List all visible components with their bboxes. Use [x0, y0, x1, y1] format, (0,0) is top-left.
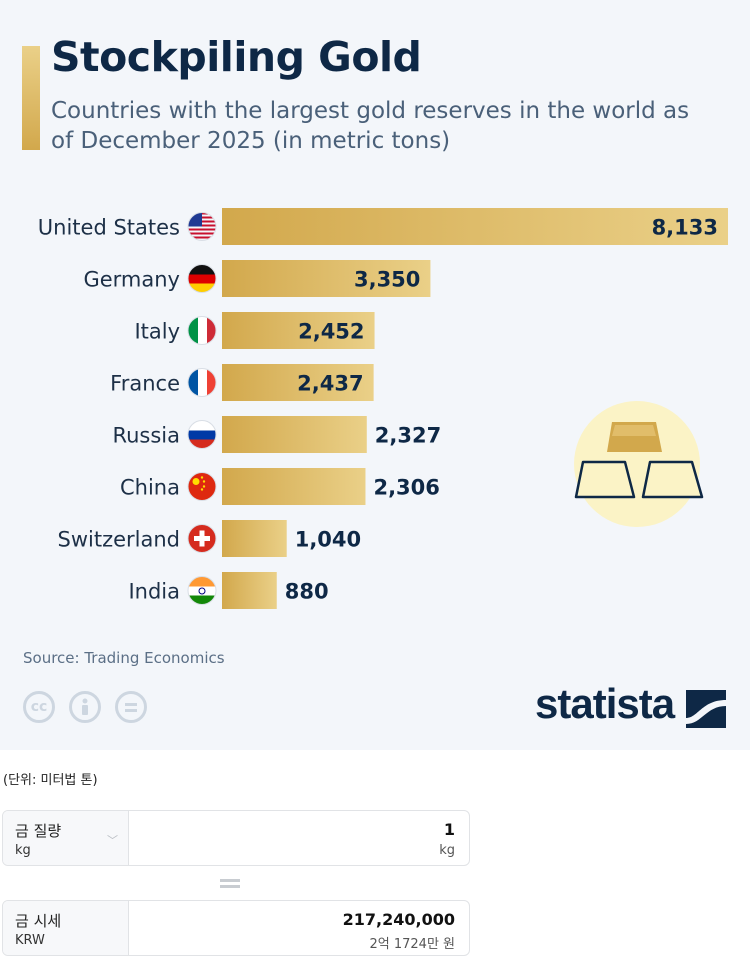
cc-icon[interactable]: cc: [23, 691, 55, 723]
germany-flag-icon: [188, 264, 216, 293]
bar-value-label: 1,040: [295, 528, 361, 552]
price-value[interactable]: 217,240,000: [342, 910, 455, 929]
price-output-row[interactable]: 금 시세 KRW 217,240,000 2억 1724만 원: [2, 900, 470, 956]
bar: [222, 520, 287, 557]
bar: [222, 468, 366, 505]
bar: [222, 572, 277, 609]
gold-bars-illustration: [574, 401, 704, 527]
price-unit-cell: 금 시세 KRW: [3, 901, 129, 955]
bar-value-label: 3,350: [354, 268, 420, 292]
bar-chart: United States 8,133 Germany 3,350 Italy 2,452…: [38, 208, 728, 609]
weight-input-row[interactable]: 금 질량 kg ﹀ 1 kg: [2, 810, 470, 866]
bar: [222, 260, 431, 297]
statista-mark-icon: [686, 690, 726, 728]
us-flag-icon: [188, 212, 216, 239]
france-flag-icon: [188, 368, 216, 397]
category-label: China: [120, 476, 180, 500]
statista-wordmark: statista: [535, 680, 675, 727]
bar: [222, 364, 374, 401]
chevron-down-icon[interactable]: ﹀: [107, 834, 118, 847]
china-flag-icon: [188, 472, 216, 501]
category-label: United States: [38, 216, 180, 240]
bar-value-label: 2,306: [373, 476, 439, 500]
weight-unit-select[interactable]: 금 질량 kg ﹀: [3, 811, 129, 865]
bar: [222, 416, 367, 453]
source-note: Source: Trading Economics: [23, 649, 225, 667]
equals-icon: [220, 879, 240, 889]
category-label: Germany: [83, 268, 180, 292]
india-flag-icon: [188, 576, 216, 605]
weight-value-unit: kg: [439, 843, 455, 858]
chart-subtitle: Countries with the largest gold reserves…: [51, 98, 690, 154]
bar-value-label: 8,133: [652, 216, 718, 240]
attribution-icon[interactable]: [69, 691, 101, 723]
bar-value-label: 880: [285, 580, 329, 604]
chart-title: Stockpiling Gold: [51, 33, 422, 81]
weight-value-input[interactable]: 1: [443, 820, 455, 839]
infographic-card: Stockpiling Gold Countries with the larg…: [0, 0, 750, 750]
category-label: Switzerland: [58, 528, 181, 552]
russia-flag-icon: [188, 420, 216, 449]
bar: [222, 208, 728, 245]
price-label: 금 시세: [15, 912, 62, 930]
bar: [222, 312, 375, 349]
weight-unit: kg: [15, 843, 31, 858]
price-currency: KRW: [15, 933, 45, 948]
italy-flag-icon: [188, 316, 216, 345]
unit-note: (단위: 미터법 톤): [3, 773, 98, 788]
no-derivatives-icon[interactable]: [115, 691, 147, 723]
switzerland-flag-icon: [188, 524, 216, 553]
category-label: Italy: [134, 320, 180, 344]
bar-value-label: 2,327: [375, 424, 441, 448]
bar-value-label: 2,437: [297, 372, 363, 396]
category-label: France: [110, 372, 180, 396]
price-value-words: 2억 1724만 원: [369, 937, 456, 952]
bar-value-label: 2,452: [298, 320, 364, 344]
category-label: India: [128, 580, 180, 604]
title-accent-bar: [22, 46, 40, 150]
category-label: Russia: [112, 424, 180, 448]
weight-label: 금 질량: [15, 822, 62, 840]
gold-price-converter: (단위: 미터법 톤) 금 질량 kg ﹀ 1 kg 금 시세 KRW 217,…: [0, 750, 750, 962]
